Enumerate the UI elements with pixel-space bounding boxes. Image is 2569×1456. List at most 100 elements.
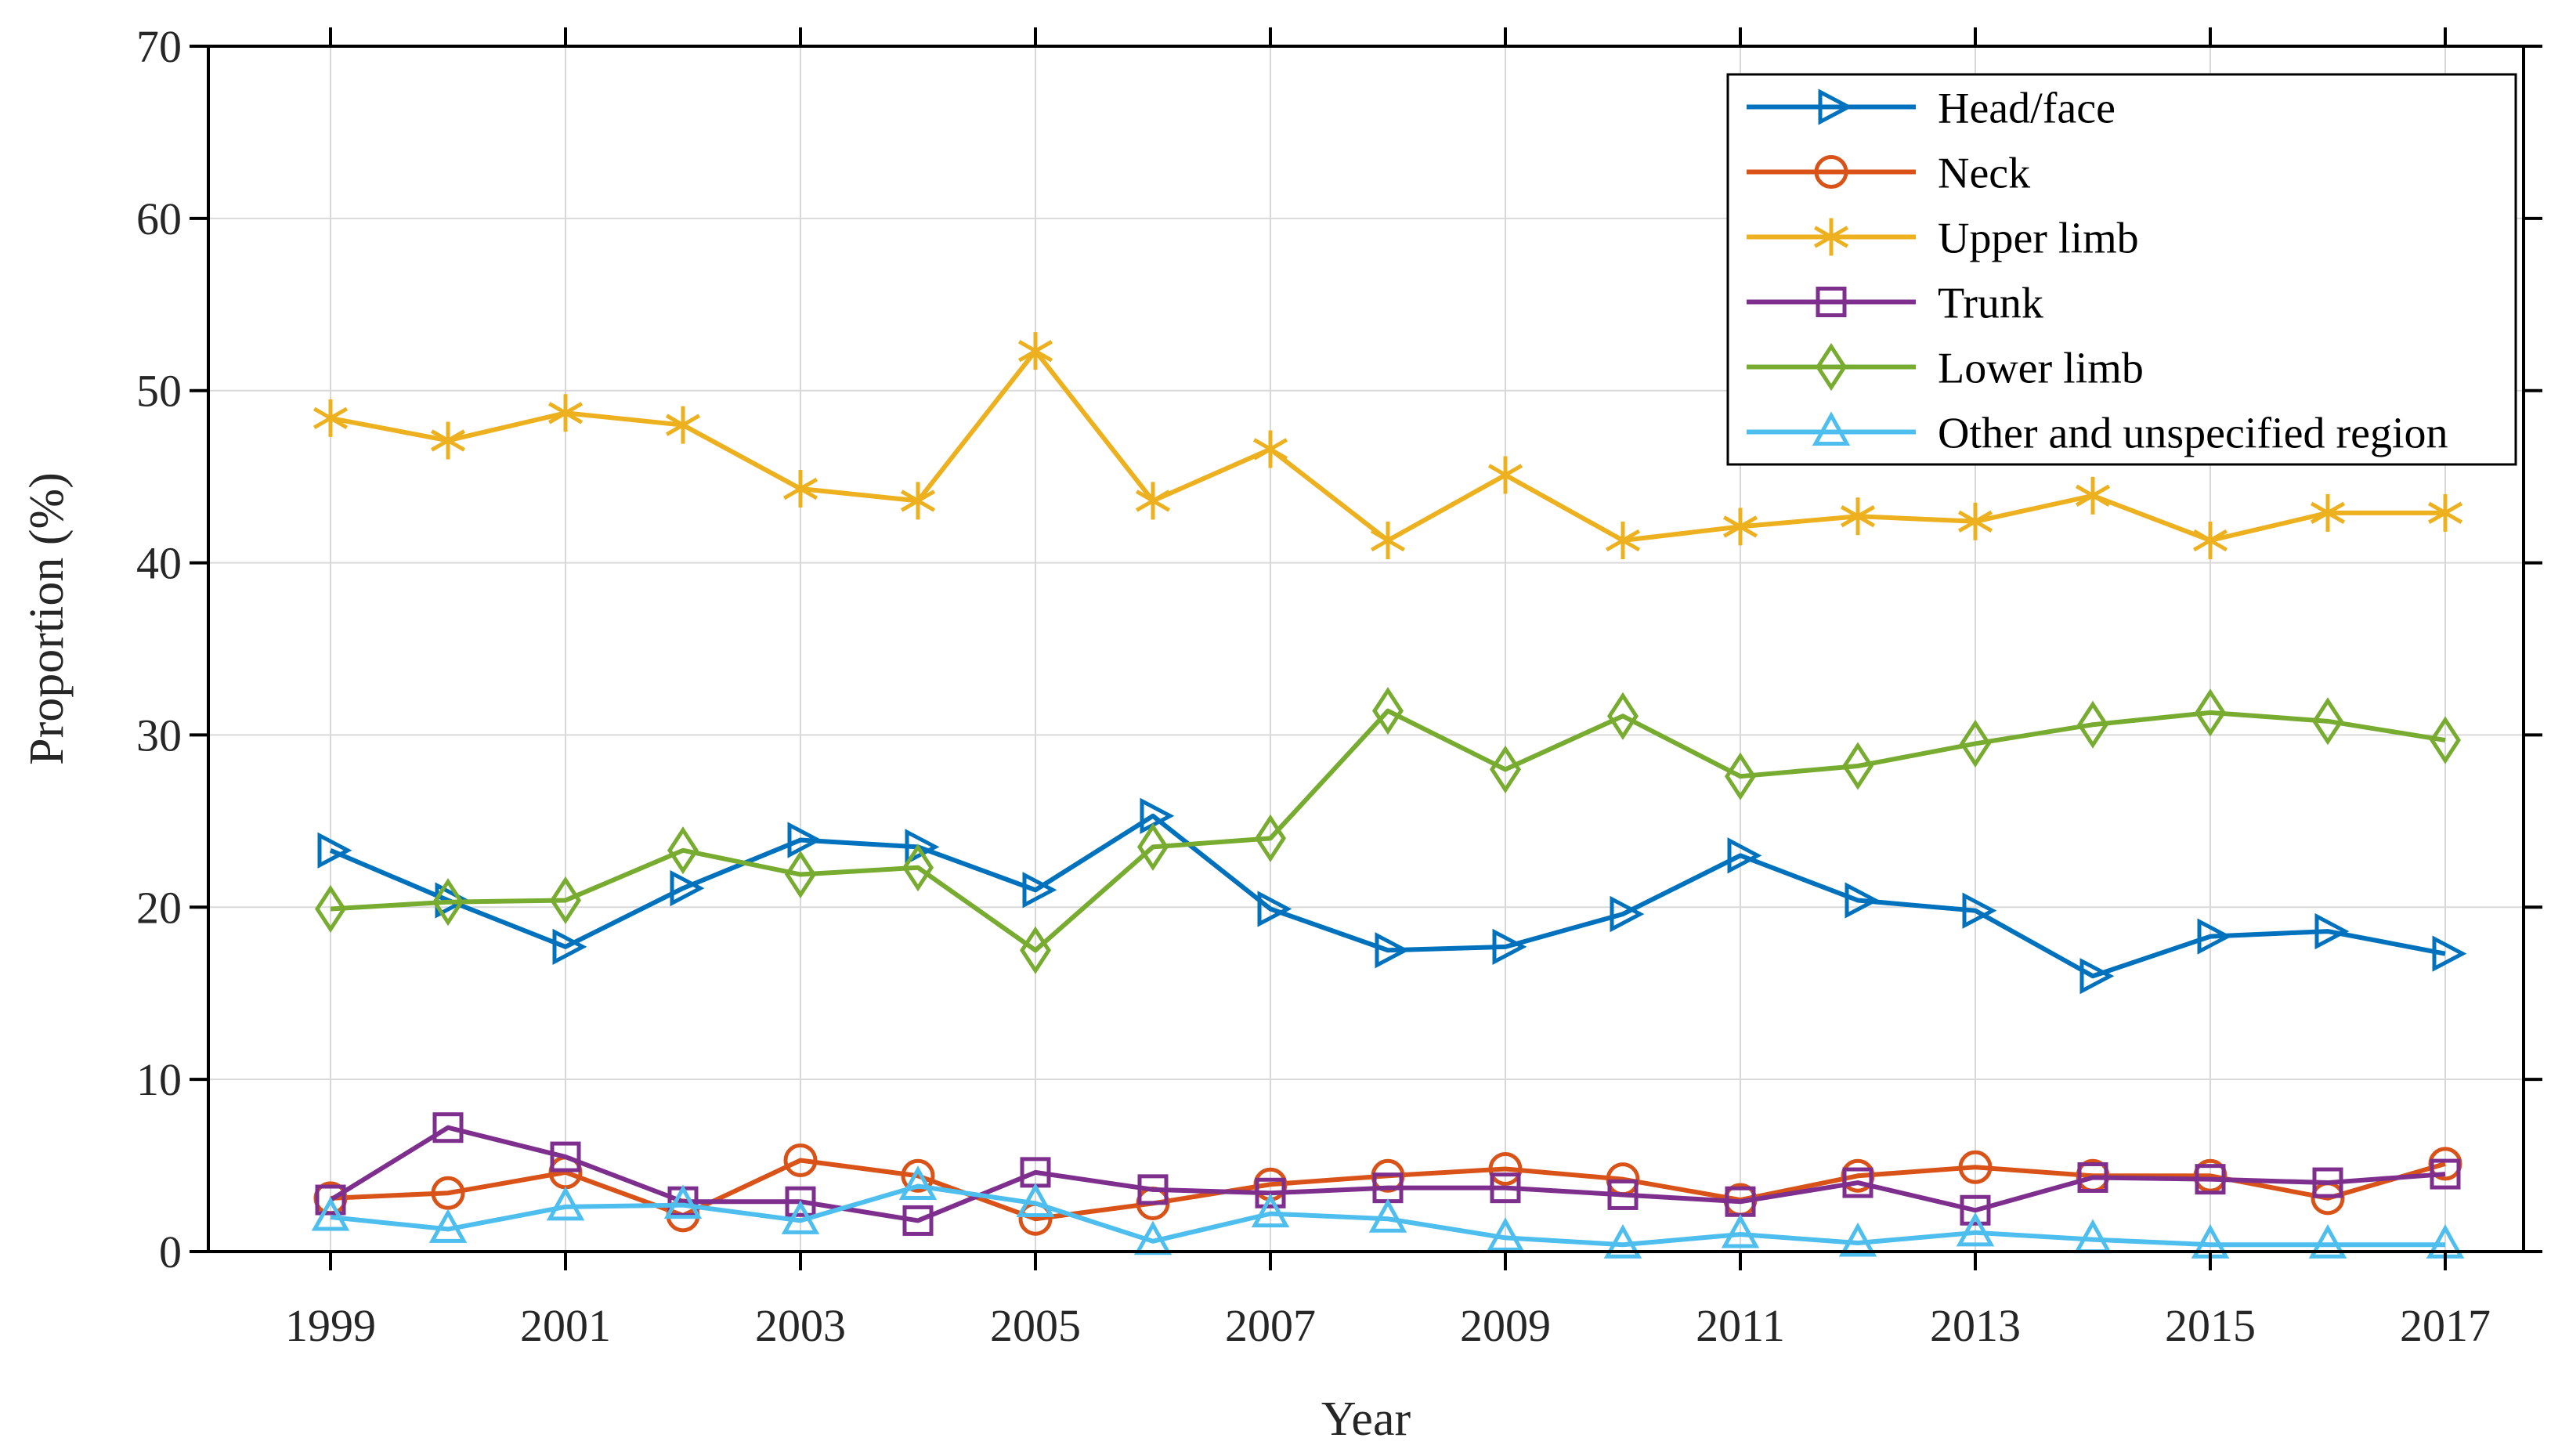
marker-triangle-up	[1016, 1183, 1055, 1217]
marker-square	[1607, 1179, 1639, 1210]
marker-asterisk	[782, 470, 818, 508]
series-head-face	[317, 797, 2467, 995]
x-tick-label: 2017	[2400, 1300, 2491, 1351]
marker-square	[1137, 1174, 1169, 1205]
marker-diamond	[1960, 719, 1991, 768]
marker-triangle-up	[546, 1186, 585, 1221]
marker-diamond	[785, 850, 816, 899]
y-axis-label: Proportion (%)	[20, 472, 74, 765]
x-tick-label: 2003	[755, 1300, 846, 1351]
marker-square	[1490, 1172, 1521, 1204]
marker-triangle-right	[1727, 837, 1762, 874]
marker-triangle-up	[898, 1165, 938, 1200]
marker-triangle-right	[2314, 912, 2350, 950]
marker-asterisk	[2310, 493, 2346, 532]
marker-square	[1842, 1167, 1873, 1198]
marker-triangle-up	[1251, 1193, 1290, 1228]
marker-asterisk	[1840, 497, 1876, 536]
legend-item-head-face: Head/face	[1747, 85, 2116, 133]
x-tick-label: 2001	[520, 1300, 611, 1351]
marker-asterisk	[2075, 476, 2111, 515]
marker-asterisk	[1957, 502, 1993, 540]
marker-circle	[431, 1176, 465, 1210]
legend-label: Neck	[1938, 150, 2030, 198]
marker-triangle-up	[1812, 411, 1851, 446]
marker-circle	[1814, 155, 1848, 189]
marker-asterisk	[2427, 493, 2463, 532]
marker-square	[1960, 1194, 1991, 1226]
marker-diamond	[1020, 926, 1051, 974]
x-tick-label: 2005	[990, 1300, 1081, 1351]
legend-label: Head/face	[1938, 85, 2116, 133]
marker-square	[2430, 1158, 2461, 1190]
marker-diamond	[1842, 742, 1873, 790]
marker-asterisk	[430, 421, 466, 460]
marker-asterisk	[1487, 456, 1523, 494]
legend-item-trunk: Trunk	[1747, 280, 2043, 328]
x-axis-label: Year	[1321, 1393, 1411, 1446]
legend-item-other-and-unspecified-region: Other and unspecified region	[1747, 410, 2448, 458]
marker-triangle-right	[670, 869, 705, 907]
marker-triangle-up	[2308, 1224, 2347, 1259]
series-line	[329, 1125, 2446, 1223]
marker-diamond	[1816, 342, 1847, 392]
plot-frame	[207, 45, 2525, 1253]
marker-diamond	[2195, 688, 2226, 737]
y-tick-label: 70	[136, 21, 182, 72]
marker-square	[902, 1205, 934, 1236]
series-line	[330, 1183, 2445, 1248]
x-tick-label: 2015	[2165, 1300, 2256, 1351]
y-tick-label: 0	[159, 1227, 182, 1277]
marker-triangle-up	[311, 1196, 350, 1231]
marker-asterisk	[1722, 508, 1758, 546]
marker-triangle-right	[1022, 872, 1057, 909]
marker-triangle-right	[1140, 797, 1175, 834]
marker-square	[550, 1141, 581, 1172]
marker-diamond	[1725, 752, 1756, 800]
marker-triangle-right	[552, 928, 587, 965]
marker-asterisk	[313, 399, 349, 437]
marker-diamond	[1607, 692, 1639, 740]
y-tick-label: 40	[136, 538, 182, 589]
marker-triangle-right	[2197, 918, 2232, 955]
marker-diamond	[1137, 822, 1169, 871]
y-tick-label: 20	[136, 882, 182, 933]
marker-square	[2195, 1164, 2226, 1195]
tick-label-layer: 1999 2001 2003 2005 2007 2009 2011 2013 2015 2017…	[136, 21, 2491, 1351]
marker-square	[315, 1184, 346, 1216]
marker-diamond	[2077, 700, 2108, 749]
marker-asterisk	[1135, 482, 1171, 520]
marker-asterisk	[1252, 430, 1288, 468]
x-tick-label: 2013	[1930, 1300, 2021, 1351]
marker-triangle-up	[1603, 1224, 1642, 1259]
x-tick-label: 2009	[1460, 1300, 1551, 1351]
marker-square	[2312, 1167, 2343, 1198]
marker-diamond	[667, 826, 699, 875]
marker-asterisk	[547, 394, 584, 432]
legend-item-lower-limb: Lower limb	[1747, 342, 2144, 393]
marker-asterisk	[665, 406, 701, 444]
marker-triangle-up	[1838, 1222, 1877, 1257]
marker-diamond	[2312, 697, 2343, 746]
series-layer	[311, 332, 2467, 1259]
legend-label: Trunk	[1938, 280, 2043, 328]
marker-triangle-right	[1375, 932, 1410, 969]
marker-triangle-right	[1257, 891, 1292, 927]
marker-square	[785, 1186, 816, 1217]
marker-circle	[901, 1158, 935, 1193]
marker-triangle-right	[2432, 935, 2467, 972]
x-tick-label: 2007	[1225, 1300, 1316, 1351]
marker-triangle-up	[1956, 1212, 1995, 1247]
legend-label: Upper limb	[1938, 215, 2139, 263]
marker-asterisk	[1813, 218, 1849, 256]
marker-asterisk	[900, 482, 936, 520]
legend: Head/face Neck Upper limb Trunk Lower limb Ot…	[1726, 73, 2517, 466]
marker-triangle-up	[1368, 1198, 1407, 1233]
marker-asterisk	[1605, 521, 1641, 559]
marker-diamond	[432, 878, 464, 927]
x-tick-label: 1999	[285, 1300, 376, 1351]
series-line	[330, 708, 2446, 953]
marker-diamond	[1255, 814, 1286, 862]
marker-square	[432, 1112, 464, 1143]
